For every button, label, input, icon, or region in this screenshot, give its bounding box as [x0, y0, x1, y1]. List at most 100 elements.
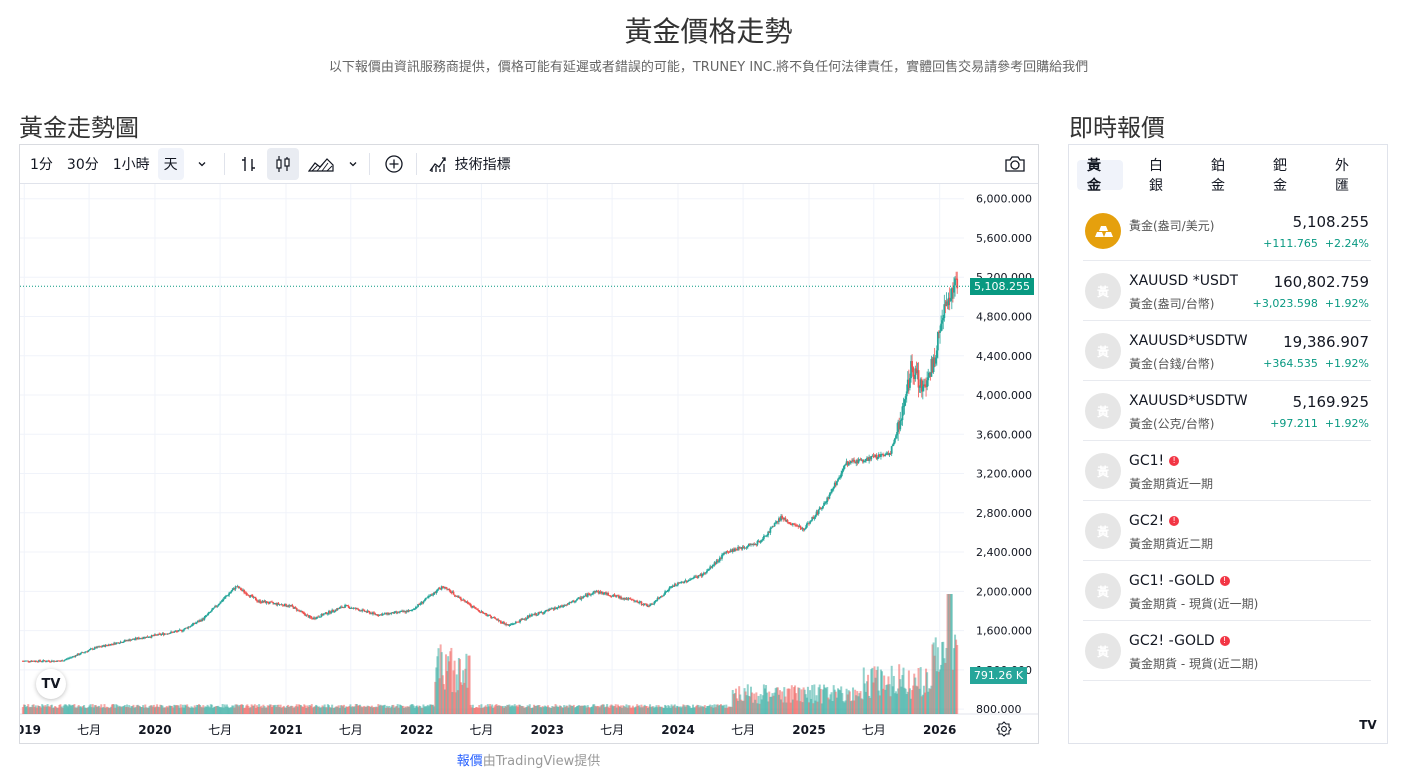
tab-forex[interactable]: 外匯 [1335, 158, 1349, 194]
candle-body [108, 644, 111, 646]
volume-bar [114, 707, 117, 714]
interval-day-button[interactable]: 天 [157, 148, 184, 180]
volume-bar [420, 707, 423, 714]
quote-row[interactable]: 黃 GC1! -GOLD! 黃金期貨 - 現貨(近一期) [1083, 561, 1371, 621]
candle-body [571, 600, 574, 602]
quote-row[interactable]: 黃 XAUUSD*USDTW 黃金(台錢/台幣) 19,386.907 +364… [1083, 321, 1371, 381]
candle-body [802, 528, 805, 530]
volume-bar [145, 707, 148, 714]
volume-bar [365, 706, 368, 714]
volume-bar [274, 704, 277, 714]
tab-platinum[interactable]: 鉑金 [1211, 158, 1225, 194]
candlestick-chart-type-icon[interactable] [266, 148, 299, 180]
volume-bar [640, 704, 643, 714]
volume-bar [646, 707, 649, 714]
volume-bar [897, 688, 900, 714]
volume-bar [461, 684, 464, 714]
camera-snapshot-icon[interactable] [1000, 149, 1030, 179]
volume-bar [704, 707, 707, 714]
tab-palladium[interactable]: 鈀金 [1273, 158, 1287, 194]
candle-body [294, 607, 297, 609]
volume-bar [558, 705, 561, 714]
candle-body [558, 606, 561, 608]
gray-coin-icon: 黃 [1085, 633, 1121, 669]
volume-bar [850, 700, 853, 714]
quote-row[interactable]: 黃 GC1!! 黃金期貨近一期 [1083, 441, 1371, 501]
candle-body [404, 611, 407, 613]
volume-bar [207, 706, 210, 714]
quote-row[interactable]: 黃 XAUUSD*USDTWD 黃金(公克/台幣) 5,169.925 +97.… [1083, 381, 1371, 441]
candle-body [154, 634, 156, 636]
volume-bar [549, 707, 552, 714]
candle-body [375, 614, 378, 616]
quote-row[interactable]: 黃 GC2!! 黃金期貨近二期 [1083, 501, 1371, 561]
quote-change: +364.535 +1.92% [1263, 357, 1369, 370]
candle-body [565, 604, 568, 606]
volume-bar [326, 704, 329, 714]
quote-row[interactable]: 黃 XAUUSD *USDT 黃金(盎司/台幣) 160,802.759 +3,… [1083, 261, 1371, 321]
candle-body [756, 541, 759, 545]
volume-bar [346, 706, 349, 714]
interval-1hour-button[interactable]: 1小時 [112, 157, 150, 173]
candle-body [931, 358, 934, 373]
credit-link[interactable]: 報價 [456, 754, 483, 769]
volume-bar [661, 707, 664, 714]
interval-30min-button[interactable]: 30分 [66, 157, 99, 173]
volume-bar [410, 704, 413, 714]
tab-gold[interactable]: 黃金 [1077, 158, 1123, 194]
chart-widget[interactable]: 1分 30分 1小時 天 技術指標 6,000.0 [19, 144, 1039, 744]
candle-body [145, 636, 148, 638]
candle-body [898, 421, 901, 430]
candle-body [397, 611, 400, 613]
volume-bar [339, 705, 342, 714]
volume-bar [844, 700, 847, 714]
candle-body [237, 586, 240, 589]
candle-body [494, 618, 497, 619]
interval-dropdown-chevron-icon[interactable] [186, 148, 218, 180]
quote-row[interactable]: 黃 GC2! -GOLD! 黃金期貨 - 現貨(近二期) [1083, 621, 1371, 681]
bar-chart-type-icon[interactable] [233, 148, 265, 180]
candle-body [913, 376, 916, 379]
candle-body [563, 605, 566, 607]
compare-add-icon[interactable] [378, 148, 410, 180]
candle-body [945, 301, 948, 306]
volume-bar [586, 705, 589, 714]
price-axis-tick: 3,600.000 [976, 428, 1032, 441]
candle-body [186, 627, 189, 629]
candle-body [591, 593, 593, 595]
chart-type-dropdown-chevron-icon[interactable] [343, 148, 363, 180]
axis-settings-gear-icon[interactable] [994, 719, 1014, 739]
candle-body [683, 581, 686, 584]
volume-bar [930, 685, 933, 714]
volume-bar [906, 691, 909, 714]
candle-body [523, 618, 526, 620]
volume-bar [298, 704, 301, 714]
volume-bar [56, 707, 59, 714]
volume-bar [398, 704, 401, 714]
candle-body [626, 598, 629, 600]
indicators-button[interactable]: 技術指標 [425, 148, 517, 180]
volume-bar [817, 687, 820, 714]
price-chart-plot[interactable]: 6,000.0005,600.0005,200.0004,800.0004,40… [20, 184, 1038, 742]
volume-bar [179, 704, 182, 714]
volume-bar [743, 688, 746, 714]
candle-body [828, 494, 831, 499]
quote-row[interactable]: 黃金(盎司/美元) 5,108.255 +111.765 +2.24% [1083, 201, 1371, 261]
tradingview-logo-icon[interactable]: TV [1359, 718, 1377, 732]
volume-bar [615, 707, 618, 714]
volume-bar [427, 706, 430, 714]
interval-1min-button[interactable]: 1分 [30, 157, 53, 173]
area-chart-type-icon[interactable] [301, 148, 341, 180]
volume-bar [545, 706, 548, 714]
volume-bar [655, 705, 658, 714]
tradingview-logo-icon[interactable]: TV [36, 669, 66, 699]
tab-silver[interactable]: 白銀 [1149, 158, 1163, 194]
candle-body [856, 460, 859, 464]
volume-bar [97, 706, 100, 714]
volume-bar [935, 671, 938, 714]
candle-body [696, 577, 699, 578]
candle-body [890, 446, 893, 454]
candle-body [426, 597, 429, 599]
candle-body [25, 660, 27, 662]
candle-body [175, 631, 178, 633]
